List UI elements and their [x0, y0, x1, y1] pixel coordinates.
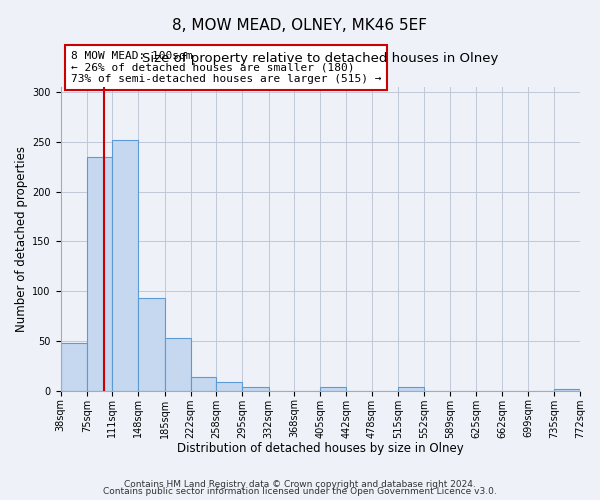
Bar [216, 382, 242, 390]
Bar [191, 377, 216, 390]
Bar [398, 386, 424, 390]
Bar [112, 140, 139, 390]
Text: 8 MOW MEAD: 100sqm
← 26% of detached houses are smaller (180)
73% of semi-detach: 8 MOW MEAD: 100sqm ← 26% of detached hou… [71, 51, 382, 84]
Bar [554, 388, 580, 390]
Bar [61, 343, 87, 390]
Bar [139, 298, 164, 390]
Bar [164, 338, 191, 390]
Bar [242, 386, 269, 390]
Text: Contains HM Land Registry data © Crown copyright and database right 2024.: Contains HM Land Registry data © Crown c… [124, 480, 476, 489]
Text: 8, MOW MEAD, OLNEY, MK46 5EF: 8, MOW MEAD, OLNEY, MK46 5EF [173, 18, 427, 32]
Text: Contains public sector information licensed under the Open Government Licence v3: Contains public sector information licen… [103, 487, 497, 496]
Y-axis label: Number of detached properties: Number of detached properties [15, 146, 28, 332]
Bar [87, 156, 112, 390]
X-axis label: Distribution of detached houses by size in Olney: Distribution of detached houses by size … [177, 442, 464, 455]
Bar [320, 386, 346, 390]
Title: Size of property relative to detached houses in Olney: Size of property relative to detached ho… [142, 52, 499, 65]
